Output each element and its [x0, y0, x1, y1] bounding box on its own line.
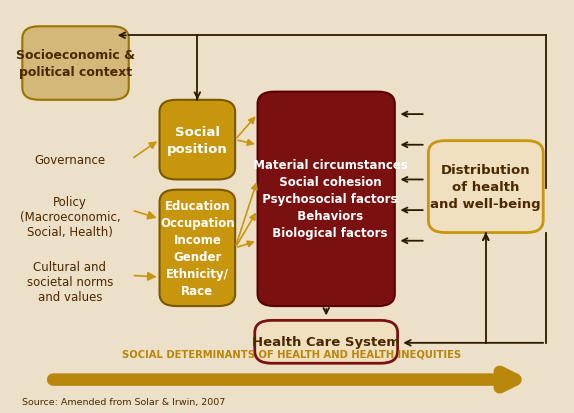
Text: Education
Occupation
Income
Gender
Ethnicity/
Race: Education Occupation Income Gender Ethni… — [160, 199, 235, 297]
Text: Source: Amended from Solar & Irwin, 2007: Source: Amended from Solar & Irwin, 2007 — [22, 397, 226, 406]
FancyBboxPatch shape — [160, 100, 235, 180]
Text: Health Care System: Health Care System — [252, 335, 400, 349]
Text: Distribution
of health
and well-being: Distribution of health and well-being — [430, 164, 541, 211]
Text: Social
position: Social position — [167, 125, 228, 155]
FancyBboxPatch shape — [22, 27, 129, 100]
Text: Cultural and
societal norms
and values: Cultural and societal norms and values — [27, 261, 113, 303]
FancyBboxPatch shape — [255, 320, 398, 363]
Text: SOCIAL DETERMINANTS OF HEALTH AND HEALTH INEQUITIES: SOCIAL DETERMINANTS OF HEALTH AND HEALTH… — [122, 348, 461, 358]
Text: Governance: Governance — [34, 153, 106, 166]
FancyBboxPatch shape — [428, 141, 543, 233]
FancyBboxPatch shape — [258, 93, 395, 306]
FancyBboxPatch shape — [160, 190, 235, 306]
Text: Material circumstances
  Social cohesion
  Psychosocial factors
  Behaviors
  Bi: Material circumstances Social cohesion P… — [245, 159, 408, 240]
Text: Policy
(Macroeconomic,
Social, Health): Policy (Macroeconomic, Social, Health) — [20, 195, 120, 238]
Text: Socioeconomic &
political context: Socioeconomic & political context — [16, 49, 135, 79]
